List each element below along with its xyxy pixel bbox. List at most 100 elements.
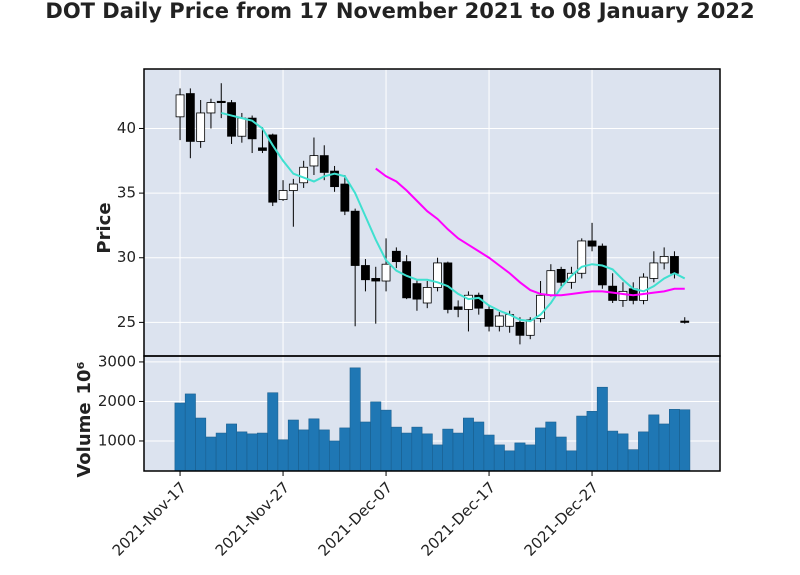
candle-body	[546, 270, 556, 296]
candle-body	[464, 294, 473, 310]
moving-average-line	[375, 167, 685, 297]
volume-bar	[504, 450, 516, 472]
volume-tick-label: 2000	[98, 392, 136, 410]
volume-bar	[349, 367, 361, 472]
candle-body	[649, 262, 659, 279]
volume-bar	[627, 449, 639, 472]
volume-bar	[607, 430, 619, 472]
volume-frame	[143, 355, 721, 472]
candle-body	[227, 102, 236, 137]
volume-tick-label: 1000	[98, 431, 136, 449]
candle-body	[453, 306, 463, 310]
candle-body	[577, 240, 587, 274]
volume-bar	[205, 436, 217, 472]
y-axis-label: Price	[94, 202, 115, 253]
volume-bar	[596, 386, 608, 472]
candle-body	[422, 287, 432, 304]
volume-bar	[390, 426, 402, 472]
volume-bar	[308, 418, 320, 472]
candle-body	[247, 117, 257, 140]
volume-bar	[535, 427, 547, 472]
candle-body	[371, 278, 381, 282]
candle-body	[618, 290, 628, 301]
candle-body	[361, 265, 370, 281]
candle-body	[515, 321, 525, 336]
candle-body	[330, 170, 339, 188]
volume-bar	[267, 392, 279, 472]
volume-bar	[401, 432, 413, 472]
volume-bar	[483, 434, 495, 472]
candle-body	[340, 183, 350, 212]
candle-body	[433, 262, 442, 288]
candle-body	[412, 283, 422, 300]
volume-bar	[432, 444, 443, 472]
volume-bar	[359, 421, 371, 472]
candle-body	[175, 94, 185, 118]
volume-bar	[514, 442, 526, 472]
volume-bar	[195, 417, 207, 472]
candle-body	[196, 112, 206, 142]
volume-scale-label: 10⁶	[74, 361, 95, 394]
volume-bar	[339, 427, 351, 472]
candle-body	[484, 309, 494, 327]
volume-tick-label: 3000	[98, 352, 136, 370]
candle-body	[402, 261, 412, 299]
volume-bar	[545, 421, 557, 472]
volume-bar	[576, 415, 588, 472]
candle-body	[258, 147, 267, 151]
candle-body	[381, 263, 391, 282]
candle-body	[299, 166, 309, 184]
y-tick-label: 30	[117, 248, 136, 266]
candle-body	[319, 155, 329, 173]
y-tick-label: 25	[117, 313, 136, 331]
candle-body	[206, 102, 216, 114]
candle-body	[567, 272, 576, 283]
volume-bar	[329, 440, 340, 472]
volume-bar	[648, 414, 660, 472]
x-tick-label: 2021-Dec-07	[315, 478, 396, 559]
x-tick-label: 2021-Nov-17	[109, 478, 190, 559]
volume-bar	[174, 402, 186, 472]
volume-bar	[287, 419, 299, 472]
volume-bar	[370, 401, 382, 472]
volume-bar	[184, 393, 196, 472]
volume-bar	[462, 417, 474, 472]
volume-bar	[452, 432, 464, 472]
candle-body	[525, 319, 535, 336]
y-tick-label: 35	[117, 184, 136, 202]
volume-bar	[256, 432, 268, 472]
candle-body	[216, 100, 226, 104]
volume-bar	[638, 431, 650, 472]
candle-body	[659, 256, 669, 264]
y-tick-label: 40	[117, 119, 136, 137]
candle-body	[587, 240, 597, 247]
candle-body	[556, 268, 566, 283]
volume-bar	[318, 429, 330, 472]
volume-bar	[246, 433, 258, 472]
volume-axis-label: Volume	[74, 402, 95, 477]
candle-body	[309, 155, 319, 167]
candle-body	[639, 276, 648, 301]
volume-bar	[668, 409, 680, 472]
candle-body	[350, 210, 360, 266]
volume-bar	[565, 450, 577, 472]
candle-body	[278, 190, 288, 200]
volume-bar	[380, 409, 392, 472]
candle-body	[185, 93, 195, 142]
volume-bar	[226, 423, 237, 472]
x-tick-label: 2021-Dec-17	[418, 478, 499, 559]
volume-bar	[473, 421, 485, 472]
candle-body	[268, 134, 278, 203]
moving-average-line	[221, 111, 686, 323]
candle-body	[288, 183, 298, 191]
volume-bar	[617, 433, 629, 472]
volume-bar	[298, 429, 310, 472]
volume-bar	[277, 439, 289, 472]
volume-bar	[411, 426, 423, 472]
volume-bar	[555, 436, 567, 472]
candle-body	[494, 315, 504, 327]
volume-bar	[493, 444, 505, 472]
candle-body	[536, 294, 545, 319]
volume-bar	[236, 431, 248, 472]
